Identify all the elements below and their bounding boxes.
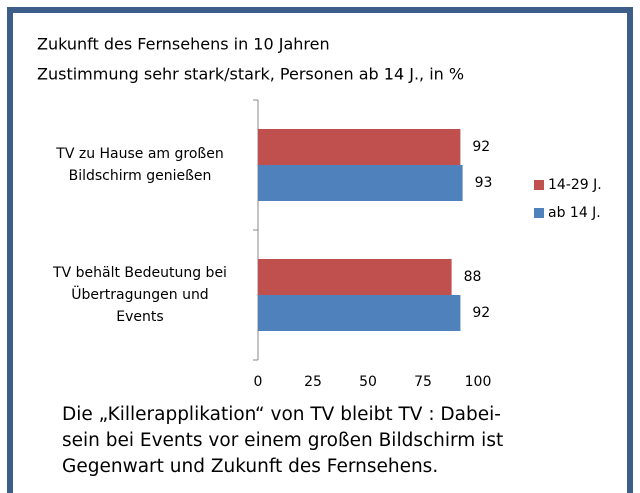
x-tick-label: 75 xyxy=(414,374,432,390)
x-tick-label: 25 xyxy=(304,374,322,390)
value-label: 92 xyxy=(472,305,490,321)
chart-title: Zukunft des Fernsehens in 10 Jahren xyxy=(37,35,330,54)
x-tick-label: 100 xyxy=(465,374,492,390)
bar xyxy=(258,129,461,165)
legend-label: ab 14 J. xyxy=(548,205,601,221)
x-tick-label: 0 xyxy=(254,374,263,390)
legend-label: 14-29 J. xyxy=(548,177,602,193)
bar xyxy=(258,295,461,331)
value-label: 92 xyxy=(472,139,490,155)
y-tick-label: TV behält Bedeutung bei Übertragungen und… xyxy=(52,265,227,325)
bar xyxy=(258,165,463,201)
value-label: 93 xyxy=(475,175,493,191)
frame xyxy=(7,7,633,493)
value-label: 88 xyxy=(464,269,482,285)
y-tick-label: TV zu Hause am großen Bildschirm genießen xyxy=(55,146,223,184)
bar xyxy=(258,259,452,295)
legend-swatch xyxy=(534,208,544,218)
caption: Die „Killerapplikation“ von TV bleibt TV… xyxy=(62,404,504,477)
chart-subtitle: Zustimmung sehr stark/stark, Personen ab… xyxy=(37,65,464,84)
x-tick-label: 50 xyxy=(359,374,377,390)
legend-swatch xyxy=(534,180,544,190)
